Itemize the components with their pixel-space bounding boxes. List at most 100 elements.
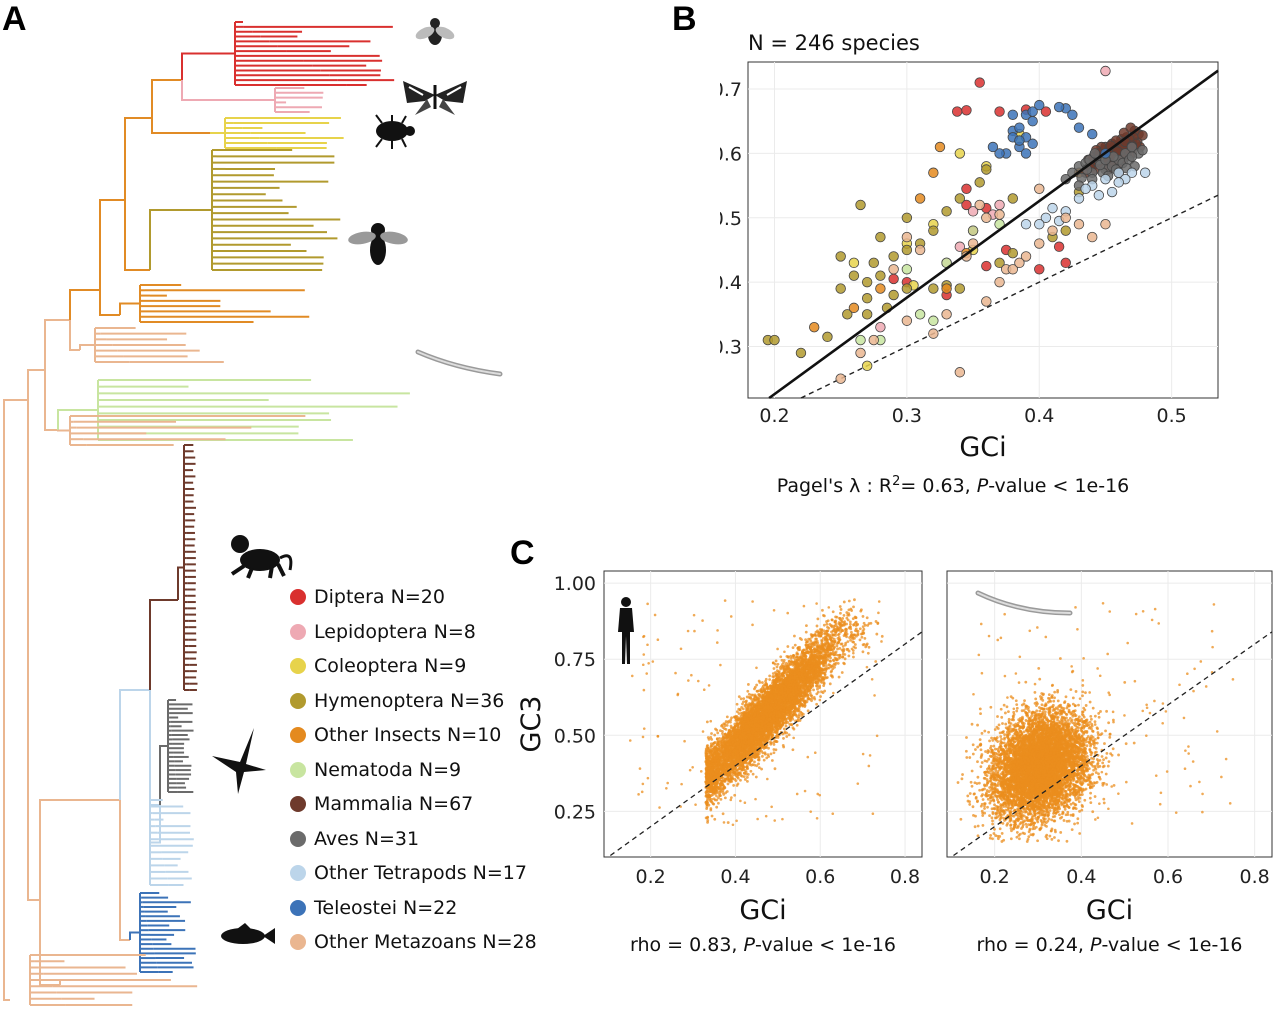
legend-label: Coleoptera N=9 — [314, 655, 467, 678]
data-point — [772, 748, 776, 751]
legend-swatch — [290, 899, 306, 916]
phylogenetic-tree — [3, 21, 410, 1006]
data-point — [820, 639, 824, 642]
data-point — [901, 315, 913, 326]
data-point — [848, 270, 860, 281]
legend-label: Hymenoptera N=36 — [314, 689, 505, 712]
x-tick-label: 0.2 — [636, 866, 666, 888]
data-point — [836, 647, 839, 651]
data-point — [1007, 247, 1018, 259]
data-point — [1126, 151, 1138, 162]
data-point — [981, 164, 992, 175]
tree-branch — [151, 79, 182, 118]
data-point — [746, 683, 750, 686]
data-point — [928, 283, 939, 294]
data-point — [705, 816, 709, 820]
data-point — [825, 620, 828, 623]
legend-swatch — [290, 589, 306, 606]
data-point — [810, 694, 814, 698]
legend-swatch — [290, 934, 306, 951]
data-point — [754, 775, 758, 779]
data-point — [1034, 264, 1045, 275]
data-point — [951, 106, 963, 117]
legend-item-lepidoptera: Lepidoptera N=8 — [290, 615, 537, 650]
tree-branch — [69, 320, 80, 351]
data-point — [974, 199, 985, 211]
tree-branch — [3, 399, 28, 680]
tree-branch — [181, 80, 275, 101]
data-point — [717, 801, 720, 805]
stats-annotation: Pagel's λ : R2= 0.63, P-value < 1e-16 — [777, 474, 1130, 498]
data-point — [1014, 122, 1025, 133]
legend-item-other-metazoans: Other Metazoans N=28 — [290, 925, 537, 960]
legend-item-mammalia: Mammalia N=67 — [290, 787, 537, 822]
data-point — [1073, 219, 1085, 230]
silhouettes-layer — [212, 18, 503, 944]
data-point — [808, 321, 820, 333]
data-point — [746, 779, 749, 783]
data-point — [806, 709, 810, 713]
data-point — [749, 769, 753, 773]
x-tick-label: 0.2 — [759, 405, 789, 427]
tree-branch — [27, 369, 45, 400]
data-point — [1047, 202, 1058, 214]
data-point — [888, 264, 899, 275]
data-point — [846, 618, 850, 622]
y-tick-label: 0.3 — [720, 337, 742, 359]
data-point — [861, 309, 873, 320]
data-point — [840, 671, 844, 674]
data-point — [829, 670, 833, 674]
data-point — [934, 141, 946, 153]
data-point — [710, 814, 714, 818]
data-point — [779, 655, 783, 659]
tree-branch — [3, 680, 10, 1001]
data-point — [760, 681, 764, 684]
x-tick-label: 0.5 — [1157, 405, 1187, 427]
data-point — [825, 622, 829, 626]
data-point — [914, 193, 926, 204]
beetle-icon — [375, 114, 415, 149]
y-tick-label: 0.6 — [720, 143, 742, 165]
x-tick-label: 0.3 — [892, 405, 922, 427]
data-point — [928, 167, 939, 178]
y-tick-label: 0.5 — [720, 208, 742, 230]
data-point — [733, 793, 737, 797]
data-point — [868, 334, 879, 346]
data-point — [760, 754, 764, 758]
data-point — [849, 622, 852, 626]
legend: Diptera N=20 Lepidoptera N=8 Coleoptera N=… — [290, 580, 537, 960]
data-point — [1100, 173, 1111, 185]
data-point — [861, 360, 873, 372]
nematode-icon — [415, 349, 503, 377]
tree-branch — [39, 799, 120, 900]
data-point — [1113, 177, 1124, 188]
data-point — [761, 751, 765, 755]
data-point — [1073, 193, 1085, 204]
legend-swatch — [290, 692, 306, 709]
data-point — [901, 244, 913, 256]
legend-label: Diptera N=20 — [314, 586, 445, 609]
data-point — [853, 598, 856, 602]
data-point — [941, 283, 952, 294]
data-point — [835, 373, 846, 384]
data-point — [1080, 183, 1091, 195]
tree-branch — [119, 302, 140, 315]
data-point — [875, 283, 886, 294]
data-point — [737, 712, 741, 715]
plot-panel — [747, 61, 1219, 399]
tree-branch — [79, 344, 95, 350]
data-point — [1125, 122, 1136, 133]
data-point — [720, 723, 724, 727]
fly-icon — [415, 18, 455, 45]
monkey-icon — [230, 535, 293, 579]
tree-branch — [149, 599, 178, 690]
data-point — [726, 782, 730, 786]
data-point — [880, 634, 884, 638]
data-point — [838, 616, 841, 620]
data-point — [770, 759, 774, 762]
data-point — [981, 260, 992, 272]
data-point — [1034, 183, 1045, 195]
data-point — [1073, 122, 1085, 133]
data-point — [961, 105, 972, 116]
